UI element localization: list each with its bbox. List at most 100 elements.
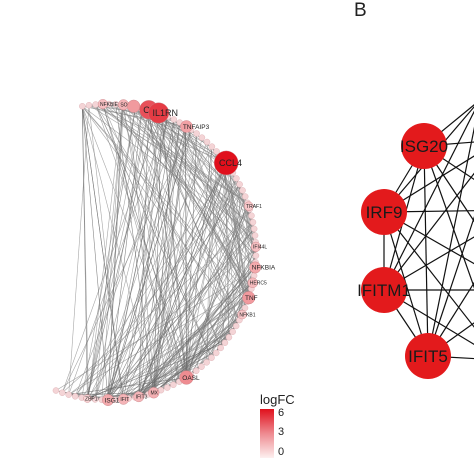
network-a-edge xyxy=(190,255,257,375)
network-a-edge xyxy=(185,125,187,378)
network-a-edge xyxy=(88,146,213,399)
network-a-edge xyxy=(228,167,246,308)
network-a-edge xyxy=(161,113,187,378)
network-a-node-il1rn xyxy=(148,102,170,124)
network-a-edge xyxy=(82,106,124,400)
network-a-node xyxy=(59,389,66,396)
network-a-edge xyxy=(107,107,143,401)
network-a-nodes: NFKBIESOCS3CCLIL1RNTNFAIP3CCL4TRAF1IFI44… xyxy=(52,99,276,406)
network-a-edge xyxy=(82,106,109,401)
network-a-edge xyxy=(82,106,250,296)
network-a-edge xyxy=(148,109,256,270)
network-a-node-oasl xyxy=(179,370,194,385)
network-a-edge xyxy=(220,156,237,327)
network-a-edge xyxy=(61,129,192,393)
network-b-node xyxy=(361,267,407,313)
network-a-edge xyxy=(94,104,124,400)
network-a-edge xyxy=(88,104,248,204)
network-a-edge xyxy=(95,104,192,375)
network-a-edge xyxy=(123,337,230,400)
network-a-node xyxy=(208,354,215,361)
network-a-node xyxy=(252,252,260,259)
network-b-edge xyxy=(427,281,474,357)
network-a-node xyxy=(198,363,205,370)
network-a-edge xyxy=(115,104,240,321)
network-a-node-nfkbia xyxy=(249,261,262,274)
network-a-node-label: IFIT3 xyxy=(136,395,148,401)
network-a-node xyxy=(92,101,99,108)
network-a-node xyxy=(203,138,211,146)
network-a-edge xyxy=(224,161,230,338)
network-a-edge xyxy=(206,246,257,363)
network-a-edge xyxy=(107,184,240,401)
network-a-node-zbp1 xyxy=(83,394,92,403)
network-a-edge xyxy=(186,161,226,378)
network-a-node-label: MX xyxy=(150,391,158,397)
legend-color-bar xyxy=(260,409,274,458)
network-a-node-nfkb1 xyxy=(237,309,247,320)
network-a-edge xyxy=(138,267,256,397)
network-a-node xyxy=(193,367,200,375)
network-a-node-label: HERC5 xyxy=(250,281,267,287)
network-a-node xyxy=(242,193,249,200)
network-a-edge xyxy=(148,109,187,378)
network-a-edges xyxy=(55,103,257,401)
network-a-node xyxy=(79,103,86,110)
legend-tick-max: 6 xyxy=(278,407,285,419)
network-b-nodes: ISG20 IRF9 IFITM1 IFIT5 xyxy=(357,123,451,379)
network-a-edge xyxy=(107,162,227,401)
network-a-node-nfkbie xyxy=(97,99,108,110)
network-a-node-label: TRAF1 xyxy=(246,204,262,210)
network-a-edge xyxy=(107,125,186,401)
network-a-edge xyxy=(186,202,248,378)
network-a-edge xyxy=(153,114,162,393)
network-a-edge xyxy=(138,167,230,397)
network-b-edge xyxy=(427,216,474,357)
network-a-edge xyxy=(141,129,192,397)
network-a-node-unlabeled xyxy=(127,99,141,113)
network-a-edge xyxy=(122,104,180,382)
network-b-edge xyxy=(383,172,474,291)
network-b-node-label: IRF9 xyxy=(366,203,403,222)
network-a-edge xyxy=(101,156,222,401)
network-a-node-ccl4 xyxy=(213,150,239,176)
network-a-node xyxy=(170,381,177,388)
network-a-edge xyxy=(128,105,156,393)
network-b-edge xyxy=(383,110,474,291)
network-a-edge xyxy=(87,190,243,399)
network-a-node xyxy=(239,187,246,194)
network-a-edge xyxy=(88,331,233,399)
panel-label-b: B xyxy=(354,0,367,21)
network-a-node-label: OASL xyxy=(182,375,200,382)
network-a-node xyxy=(233,175,240,182)
network-b-edge xyxy=(383,236,474,291)
network-a-edge xyxy=(190,262,256,375)
network-a-edge xyxy=(87,109,150,399)
network-b-edge xyxy=(423,145,429,357)
network-a-node xyxy=(232,322,240,330)
network-a-node-label: TNFAIP3 xyxy=(183,124,210,131)
network-a-node-label: ZBP1 xyxy=(85,396,98,402)
network-a-edge xyxy=(87,111,156,399)
network-b-node xyxy=(405,333,451,379)
legend-title: logFC xyxy=(260,392,295,407)
network-a-node-label: IFIT xyxy=(120,397,129,403)
network-a-edge xyxy=(123,162,227,400)
network-a-edge xyxy=(87,106,137,399)
network-a-node xyxy=(229,328,236,335)
network-a-node xyxy=(251,232,259,239)
network-b-edge xyxy=(423,145,474,223)
network-a-edge xyxy=(186,126,250,296)
network-b-edge xyxy=(427,126,474,357)
network-a-node-ifit xyxy=(118,393,129,405)
network-a-node-label: TNF xyxy=(245,295,258,302)
network-a-node-tnfaip3 xyxy=(180,120,193,133)
network-a-edge xyxy=(173,119,192,375)
network-a-edge xyxy=(94,109,150,400)
network-a-node xyxy=(250,225,258,233)
network-a-edge xyxy=(186,133,197,378)
network-a-node xyxy=(164,384,171,391)
network-a-node-label: NFKBIE xyxy=(100,102,119,108)
network-a-edge xyxy=(82,106,187,378)
